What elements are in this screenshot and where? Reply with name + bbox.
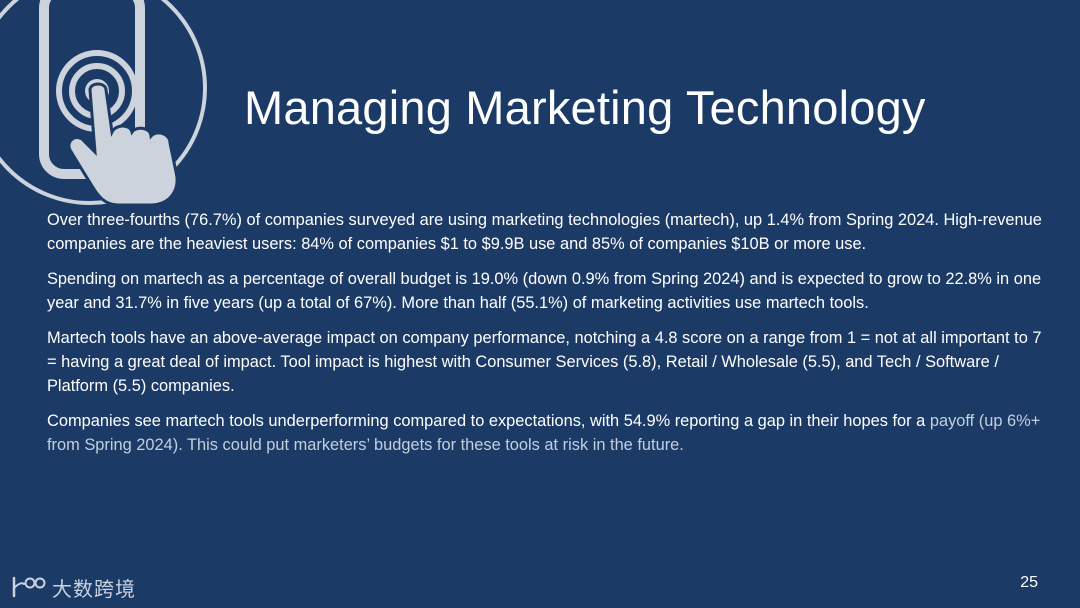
watermark-logo: 大数跨境 [10,574,136,601]
paragraph-expectations: Companies see martech tools underperform… [47,409,1047,457]
page-number: 25 [1020,574,1038,591]
paragraph-impact: Martech tools have an above-average impa… [47,329,1042,395]
slide-body: Over three-fourths (76.7%) of companies … [47,208,1047,468]
watermark-mark-icon [12,576,46,598]
paragraph-spending: Spending on martech as a percentage of o… [47,270,1042,312]
watermark-text: 大数跨境 [52,578,136,601]
touch-phone-icon [0,0,207,205]
paragraph-adoption: Over three-fourths (76.7%) of companies … [47,211,1042,253]
paragraph-expectations-dim: payoff (up 6%+ from Spring 2024). This c… [47,412,1041,454]
paragraph-expectations-main: Companies see martech tools underperform… [47,412,926,430]
slide-title: Managing Marketing Technology [244,81,926,134]
